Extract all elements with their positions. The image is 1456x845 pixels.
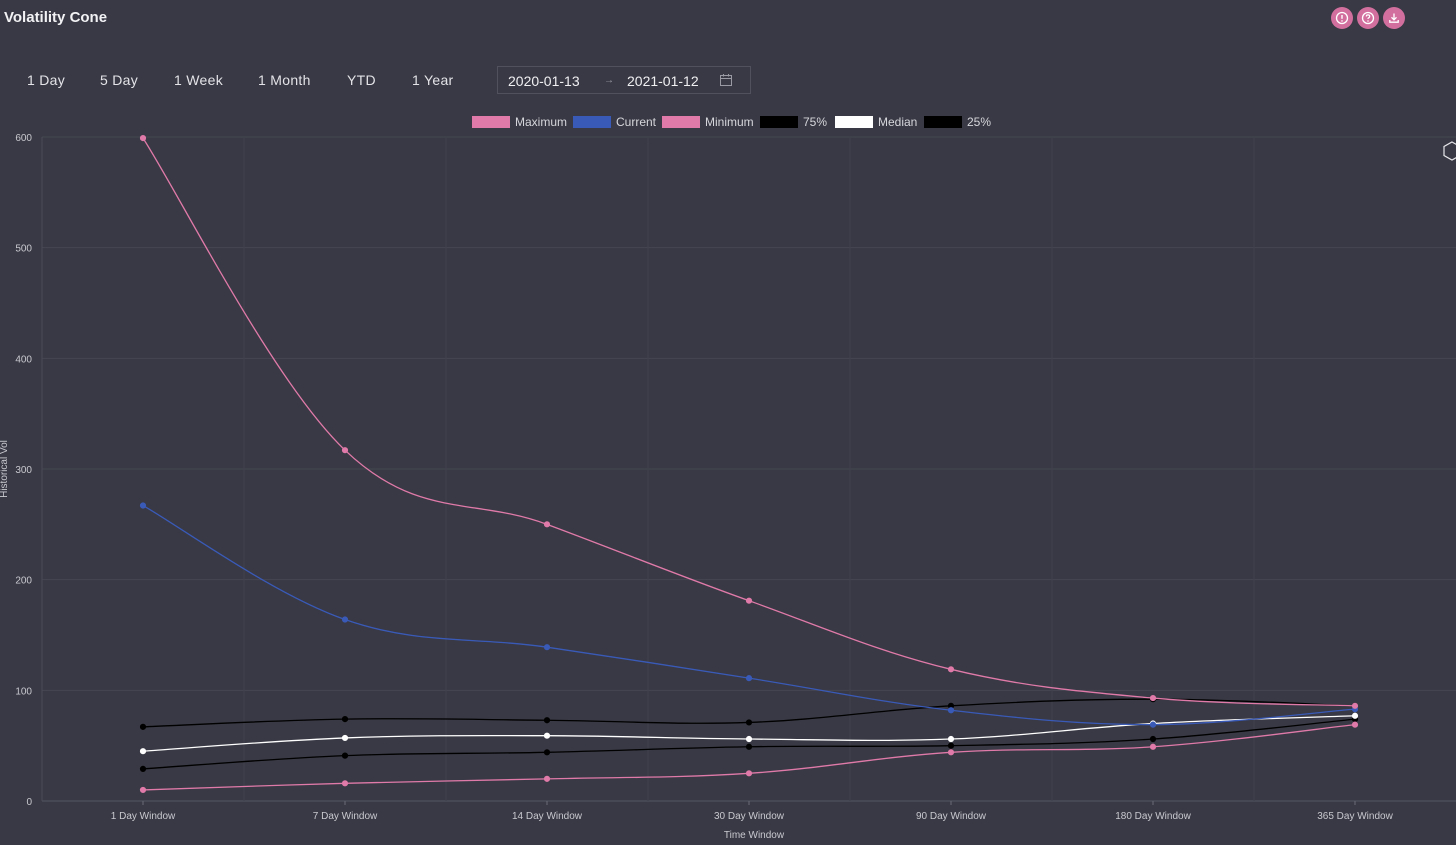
- legend-item-current[interactable]: Current: [573, 115, 656, 129]
- legend-swatch: [924, 116, 962, 128]
- data-point-25: [745, 743, 753, 750]
- range-ytd-button[interactable]: YTD: [347, 72, 376, 88]
- legend-swatch: [760, 116, 798, 128]
- x-tick-label: 14 Day Window: [512, 811, 583, 822]
- data-point-current: [1149, 721, 1157, 728]
- data-point-25: [947, 742, 955, 749]
- legend-label: Maximum: [515, 115, 568, 129]
- legend-label: 25%: [967, 115, 992, 129]
- x-tick-label: 180 Day Window: [1115, 811, 1191, 822]
- legend-item-median[interactable]: Median: [835, 115, 917, 129]
- data-point-maximum: [1149, 694, 1157, 702]
- data-point-maximum: [543, 521, 551, 528]
- data-point-median: [543, 732, 551, 739]
- legend-item-75[interactable]: 75%: [760, 115, 827, 129]
- data-point-median: [1351, 712, 1359, 719]
- data-point-75: [745, 719, 753, 726]
- legend-swatch: [662, 116, 700, 128]
- page-title: Volatility Cone: [4, 9, 108, 26]
- data-point-minimum: [341, 780, 349, 787]
- x-tick-label: 30 Day Window: [714, 811, 785, 822]
- x-tick-label: 7 Day Window: [313, 811, 378, 822]
- data-point-maximum: [745, 597, 753, 604]
- legend-swatch: [573, 116, 611, 128]
- x-axis-title: Time Window: [724, 830, 785, 841]
- data-point-25: [341, 752, 349, 759]
- range-1-day-button[interactable]: 1 Day: [27, 72, 66, 88]
- data-point-current: [745, 675, 753, 682]
- legend-item-25[interactable]: 25%: [924, 115, 991, 129]
- data-point-maximum: [947, 666, 955, 673]
- y-tick-label: 300: [15, 465, 32, 476]
- data-point-maximum: [139, 135, 147, 142]
- y-tick-label: 200: [15, 576, 32, 587]
- data-point-median: [745, 735, 753, 743]
- header-actions: [1331, 7, 1405, 29]
- data-point-75: [543, 717, 551, 724]
- y-tick-label: 100: [15, 686, 32, 697]
- data-point-median: [139, 748, 147, 755]
- data-point-minimum: [1351, 721, 1359, 728]
- range-1-year-button[interactable]: 1 Year: [412, 72, 454, 88]
- data-point-current: [947, 707, 955, 714]
- series-line-maximum: [142, 137, 1356, 707]
- data-point-25: [139, 765, 147, 773]
- legend-swatch: [472, 116, 510, 128]
- calendar-icon[interactable]: [719, 73, 733, 87]
- x-tick-label: 90 Day Window: [916, 811, 987, 822]
- y-tick-label: 0: [26, 797, 32, 808]
- legend-item-minimum[interactable]: Minimum: [662, 115, 754, 129]
- data-point-median: [947, 735, 955, 743]
- date-start-input[interactable]: 2020-01-13: [508, 73, 580, 89]
- legend-label: Median: [878, 115, 918, 129]
- legend-label: 75%: [803, 115, 828, 129]
- date-end-input[interactable]: 2021-01-12: [627, 73, 699, 89]
- data-point-25: [543, 749, 551, 756]
- date-range-arrow-icon: →: [604, 75, 614, 86]
- data-point-minimum: [139, 786, 147, 794]
- x-tick-label: 365 Day Window: [1317, 811, 1393, 822]
- info-icon[interactable]: [1331, 7, 1353, 29]
- data-point-current: [139, 502, 147, 509]
- legend-item-maximum[interactable]: Maximum: [472, 115, 567, 129]
- y-axis-title: Historical Vol: [0, 440, 10, 498]
- download-icon[interactable]: [1383, 7, 1405, 29]
- y-tick-label: 500: [15, 244, 32, 255]
- data-point-maximum: [1351, 702, 1359, 709]
- data-point-minimum: [1149, 743, 1157, 750]
- data-point-minimum: [543, 775, 551, 782]
- legend-label: Current: [616, 115, 657, 129]
- y-tick-label: 600: [15, 133, 32, 144]
- data-point-minimum: [947, 749, 955, 756]
- date-range-picker[interactable]: 2020-01-13 → 2021-01-12: [497, 66, 751, 94]
- side-hexagon-icon[interactable]: [1442, 141, 1456, 161]
- legend-label: Minimum: [705, 115, 754, 129]
- range-5-day-button[interactable]: 5 Day: [100, 72, 139, 88]
- data-point-current: [341, 616, 349, 623]
- series-line-current: [142, 504, 1356, 726]
- data-point-maximum: [341, 447, 349, 454]
- data-point-75: [341, 716, 349, 723]
- data-point-current: [543, 644, 551, 651]
- series-line-minimum: [142, 723, 1356, 791]
- range-1-month-button[interactable]: 1 Month: [258, 72, 311, 88]
- data-point-75: [139, 723, 147, 730]
- x-tick-label: 1 Day Window: [111, 811, 176, 822]
- legend-swatch: [835, 116, 873, 128]
- range-1-week-button[interactable]: 1 Week: [174, 72, 224, 88]
- help-icon[interactable]: [1357, 7, 1379, 29]
- data-point-minimum: [745, 770, 753, 777]
- data-point-median: [341, 734, 349, 742]
- data-point-25: [1149, 735, 1157, 743]
- y-tick-label: 400: [15, 354, 32, 365]
